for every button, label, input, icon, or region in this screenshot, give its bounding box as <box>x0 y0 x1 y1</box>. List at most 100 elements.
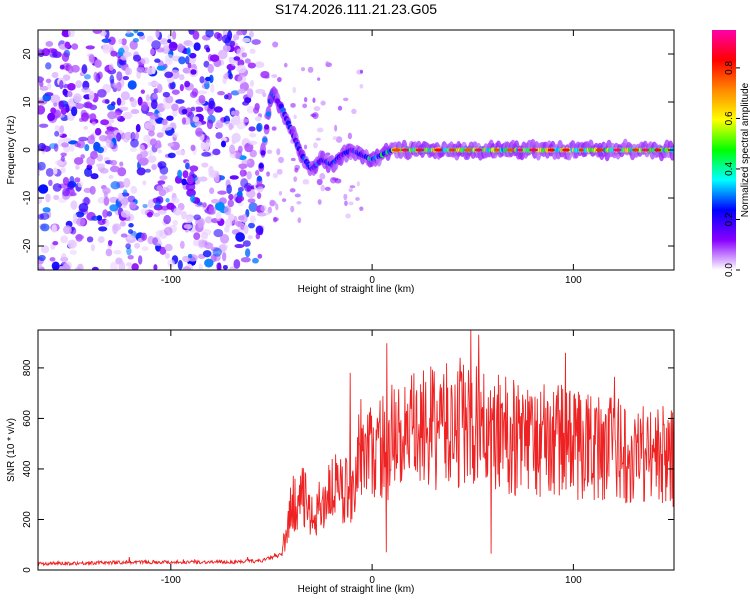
spectrogram-noise-blob <box>90 150 98 160</box>
spectrogram-noise-blob <box>105 248 113 257</box>
spectrogram-noise-blob <box>189 41 194 48</box>
spectrogram-noise-blob <box>195 127 203 137</box>
spectrogram-noise-blob <box>219 233 230 244</box>
spectrogram-noise-blob <box>137 96 143 106</box>
spectrogram-noise-blob <box>292 86 297 94</box>
spectrogram-noise-blob <box>125 243 131 250</box>
spectrogram-noise-blob <box>155 30 160 38</box>
spectrogram-ridge-peak <box>641 148 650 152</box>
spectrogram-noise-blob <box>116 132 122 142</box>
spectrogram-noise-blob <box>214 201 225 211</box>
spectrogram-noise-blob <box>241 159 251 165</box>
snr-y-tick-label: 200 <box>22 511 33 528</box>
spectrogram-noise-blob <box>108 36 116 46</box>
spectrogram-noise-blob <box>67 90 73 98</box>
spectrogram-noise-blob <box>237 88 246 94</box>
spectrogram-noise-blob <box>224 225 230 233</box>
spectrogram-ridge-peak <box>632 148 639 152</box>
spectrogram-noise-blob <box>49 52 58 58</box>
spectrogram-noise-blob <box>120 220 126 227</box>
spectrogram-noise-blob <box>201 162 209 168</box>
spectrogram-noise-blob <box>302 103 308 109</box>
spectrogram-noise-blob <box>200 141 206 151</box>
spectrogram-noise-blob <box>116 71 123 81</box>
spectrogram-noise-blob <box>135 124 141 133</box>
spectrogram-noise-blob <box>155 140 162 148</box>
spectrogram-noise-blob <box>254 61 265 68</box>
snr-marks <box>38 330 674 567</box>
spectrogram-noise-blob <box>290 205 295 213</box>
spectrogram-noise-blob <box>126 30 131 35</box>
spectrogram-noise-blob <box>159 246 167 255</box>
spectrogram-noise-blob <box>90 173 99 180</box>
spectrogram-noise-blob <box>208 169 217 179</box>
spectrogram-noise-blob <box>94 59 102 68</box>
spectrogram-noise-blob <box>138 157 149 166</box>
spectrogram-noise-blob <box>210 83 215 93</box>
spectrogram-noise-blob <box>264 75 270 79</box>
spectrogram-noise-blob <box>45 62 52 70</box>
spectrogram-noise-blob <box>50 94 61 104</box>
spectrogram-noise-blob <box>150 99 158 110</box>
spectrogram-noise-blob <box>356 181 360 187</box>
spectrogram-noise-blob <box>109 159 118 166</box>
spectrogram-noise-blob <box>108 174 114 180</box>
spectrogram-noise-blob <box>52 183 62 192</box>
spectrogram-ridge-peak <box>506 148 515 152</box>
spectrogram-noise-blob <box>228 73 233 80</box>
spectrogram-x-tick-label: 0 <box>369 275 375 286</box>
colorbar-scale <box>712 30 736 270</box>
spectrogram-y-tick-label: 0 <box>22 147 33 153</box>
spectrogram-noise-blob <box>343 193 348 201</box>
spectrogram-noise-blob <box>342 97 349 102</box>
spectrogram-noise-blob <box>185 216 193 224</box>
spectrogram-noise-blob <box>177 260 183 270</box>
spectrogram-noise-blob <box>88 54 95 63</box>
spectrogram-noise-blob <box>144 168 151 173</box>
spectrogram-noise-blob <box>126 235 135 240</box>
spectrogram-noise-blob <box>84 102 93 109</box>
spectrogram-noise-blob <box>156 83 163 94</box>
spectrogram-noise-blob <box>59 64 65 70</box>
spectrogram-noise-blob <box>179 83 184 92</box>
spectrogram-noise-blob <box>122 189 128 197</box>
spectrogram-noise-blob <box>266 171 270 177</box>
spectrogram-noise-blob <box>290 157 296 162</box>
spectrogram-noise-blob <box>276 76 282 83</box>
spectrogram-noise-blob <box>71 106 78 117</box>
spectrogram-noise-blob <box>254 116 262 122</box>
colorbar: 0.0 0.2 0.4 0.6 0.8 Normalized spectral ampl… <box>712 30 750 277</box>
spectrogram-noise-blob <box>177 43 184 53</box>
spectrogram-noise-blob <box>87 135 96 145</box>
spectrogram-noise-blob <box>109 261 118 270</box>
spectrogram-noise-blob <box>110 181 121 190</box>
spectrogram-noise-blob <box>197 90 208 95</box>
spectrogram-noise-blob <box>240 47 245 52</box>
spectrogram-noise-blob <box>102 187 111 195</box>
spectrogram-noise-blob <box>229 175 239 180</box>
spectrogram-noise-blob <box>78 202 89 213</box>
spectrogram-noise-blob <box>237 145 243 154</box>
spectrogram-noise-blob <box>69 249 77 255</box>
spectrogram-noise-blob <box>131 263 139 270</box>
spectrogram-noise-blob <box>45 78 52 84</box>
spectrogram-ridge-peak <box>547 148 556 152</box>
colorbar-ticks: 0.0 0.2 0.4 0.6 0.8 <box>724 61 740 277</box>
spectrogram-noise-blob <box>38 196 43 205</box>
spectrogram-noise-blob <box>93 71 98 81</box>
spectrogram-noise-blob <box>83 125 88 130</box>
snr-x-axis-label: Height of straight line (km) <box>298 584 415 595</box>
spectrogram-noise-blob <box>84 74 91 80</box>
spectrogram-noise-blob <box>237 187 244 192</box>
spectrogram-noise-blob <box>98 226 108 232</box>
spectrogram-noise-blob <box>294 193 301 198</box>
spectrogram-ridge-peak <box>434 148 443 152</box>
spectrogram-noise-blob <box>110 101 116 106</box>
spectrogram-noise-blob <box>210 199 220 204</box>
spectrogram-noise-blob <box>166 202 175 210</box>
spectrogram-noise-blob <box>212 148 221 156</box>
spectrogram-noise-blob <box>324 186 331 191</box>
spectrogram-noise-blob <box>38 161 46 171</box>
spectrogram-ridge-core <box>264 124 270 130</box>
spectrogram-noise-blob <box>315 137 321 141</box>
